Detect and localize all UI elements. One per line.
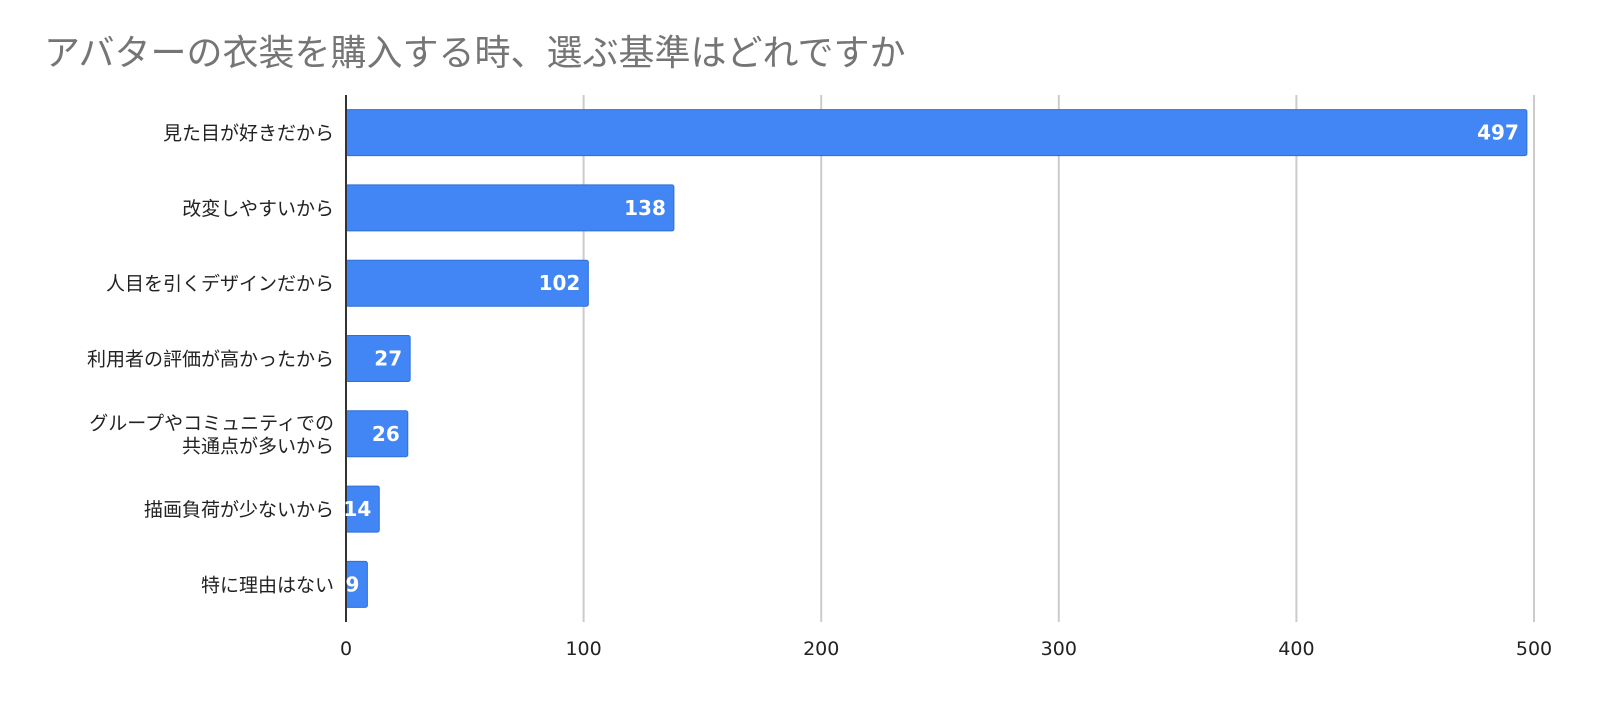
data-label: 14 [343, 497, 371, 521]
data-label: 497 [1477, 121, 1519, 145]
bars [345, 109, 1528, 608]
x-tick-label: 400 [1278, 638, 1314, 660]
grid-lines [582, 95, 1535, 622]
category-label: 見た目が好きだから [163, 123, 334, 145]
data-label: 27 [374, 347, 402, 371]
x-tick-label: 300 [1041, 638, 1077, 660]
category-label: グループやコミュニティでの [89, 412, 334, 434]
x-tick-label: 0 [340, 638, 352, 660]
x-tick-label: 100 [565, 638, 601, 660]
x-tick-label: 500 [1516, 638, 1552, 660]
data-label: 138 [624, 196, 666, 220]
data-label: 9 [345, 572, 359, 596]
category-label: 改変しやすいから [182, 198, 334, 220]
chart-title: アバターの衣装を購入する時、選ぶ基準はどれですか [44, 33, 906, 74]
x-tick-label: 200 [803, 638, 839, 660]
labels: 0 100 200 300 400 500 497 見た目が好きだから 138 改変しやすいから 1… [87, 121, 1552, 660]
category-label: 共通点が多いから [182, 435, 334, 457]
bar [345, 109, 1528, 157]
data-label: 102 [539, 271, 581, 295]
category-label: 人目を引くデザインだから [106, 273, 334, 295]
category-label: 特に理由はない [201, 574, 334, 596]
category-label: 描画負荷が少ないから [144, 499, 334, 521]
data-label: 26 [372, 422, 400, 446]
category-label: 利用者の評価が高かったから [87, 349, 334, 371]
